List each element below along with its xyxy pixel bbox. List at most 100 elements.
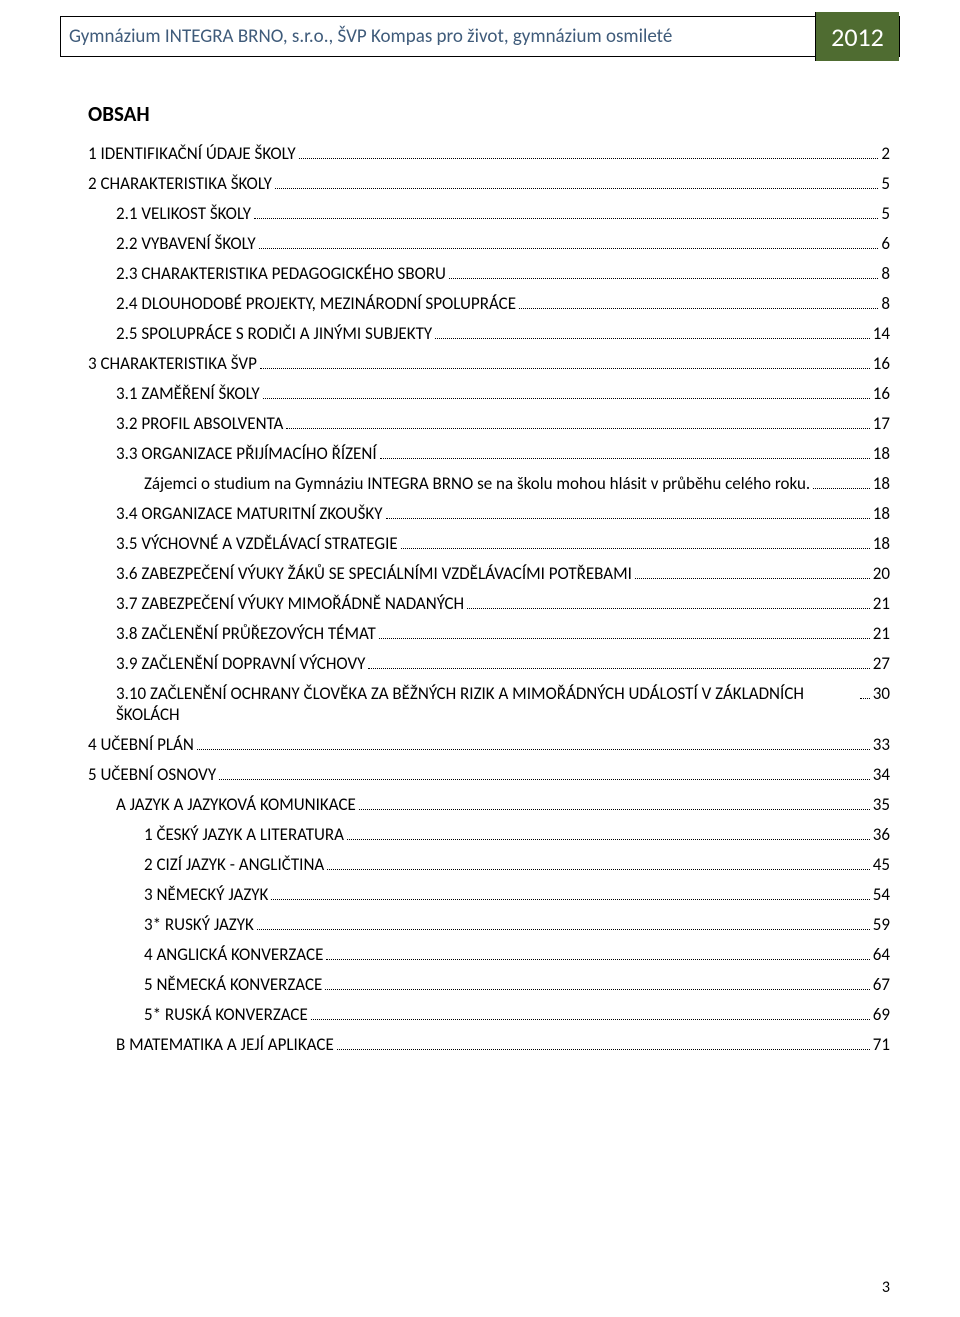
toc-entry: 5* RUSKÁ KONVERZACE69 bbox=[88, 1004, 890, 1025]
toc-entry: 2.5 SPOLUPRÁCE S RODIČI A JINÝMI SUBJEKT… bbox=[88, 323, 890, 344]
toc-entry: 3.4 ORGANIZACE MATURITNÍ ZKOUŠKY 18 bbox=[88, 503, 890, 524]
toc-entry-page: 67 bbox=[873, 974, 890, 995]
toc-entry: 1 IDENTIFIKAČNÍ ÚDAJE ŠKOLY 2 bbox=[88, 143, 890, 164]
toc-entry-page: 71 bbox=[873, 1034, 890, 1055]
toc-entry-page: 17 bbox=[873, 413, 890, 434]
toc-entry: 2.2 VYBAVENÍ ŠKOLY6 bbox=[88, 233, 890, 254]
toc-entry-label: 2.3 CHARAKTERISTIKA PEDAGOGICKÉHO SBORU bbox=[116, 263, 446, 284]
toc-entry-page: 34 bbox=[873, 764, 890, 785]
toc-entry-label: 3.8 ZAČLENĚNÍ PRŮŘEZOVÝCH TÉMAT bbox=[116, 623, 376, 644]
toc-entry-label: B MATEMATIKA A JEJÍ APLIKACE bbox=[116, 1034, 334, 1055]
toc-entry-label: 1 ČESKÝ JAZYK A LITERATURA bbox=[144, 824, 344, 845]
toc-entry: 1 ČESKÝ JAZYK A LITERATURA 36 bbox=[88, 824, 890, 845]
toc-entry-label: 3.10 ZAČLENĚNÍ OCHRANY ČLOVĚKA ZA BĚŽNÝC… bbox=[116, 683, 857, 725]
toc-leader-dots bbox=[327, 869, 870, 870]
toc-entry-label: A JAZYK A JAZYKOVÁ KOMUNIKACE bbox=[116, 794, 356, 815]
toc-entry: 3 NĚMECKÝ JAZYK54 bbox=[88, 884, 890, 905]
toc-entry-label: 2.1 VELIKOST ŠKOLY bbox=[116, 203, 251, 224]
toc-entry-page: 18 bbox=[873, 503, 890, 524]
page-number: 3 bbox=[882, 1278, 890, 1297]
toc-entry: 4 ANGLICKÁ KONVERZACE 64 bbox=[88, 944, 890, 965]
toc-entry-page: 5 bbox=[881, 203, 890, 224]
toc-leader-dots bbox=[271, 899, 869, 900]
toc-entry: 3.9 ZAČLENĚNÍ DOPRAVNÍ VÝCHOVY27 bbox=[88, 653, 890, 674]
toc-entry-page: 54 bbox=[873, 884, 890, 905]
toc-leader-dots bbox=[299, 158, 879, 159]
toc-entry-page: 2 bbox=[881, 143, 890, 164]
toc-leader-dots bbox=[359, 809, 870, 810]
toc-leader-dots bbox=[325, 989, 869, 990]
toc-leader-dots bbox=[219, 779, 870, 780]
toc-entry-label: 3.6 ZABEZPEČENÍ VÝUKY ŽÁKŮ SE SPECIÁLNÍM… bbox=[116, 563, 632, 584]
toc-entry: 2 CIZÍ JAZYK - ANGLIČTINA45 bbox=[88, 854, 890, 875]
toc-leader-dots bbox=[635, 578, 870, 579]
toc-entry: 5 NĚMECKÁ KONVERZACE 67 bbox=[88, 974, 890, 995]
toc-leader-dots bbox=[449, 278, 878, 279]
toc-entry-page: 20 bbox=[873, 563, 890, 584]
toc-entry-page: 16 bbox=[873, 383, 890, 404]
toc-entry: 3.2 PROFIL ABSOLVENTA 17 bbox=[88, 413, 890, 434]
toc-entry-page: 35 bbox=[873, 794, 890, 815]
toc-entry-page: 18 bbox=[873, 533, 890, 554]
toc-entry-page: 27 bbox=[873, 653, 890, 674]
toc-leader-dots bbox=[311, 1019, 870, 1020]
table-of-contents: 1 IDENTIFIKAČNÍ ÚDAJE ŠKOLY 2 2 CHARAKTERI… bbox=[88, 143, 890, 1055]
toc-leader-dots bbox=[379, 638, 870, 639]
toc-leader-dots bbox=[257, 929, 870, 930]
toc-entry: 3.5 VÝCHOVNÉ A VZDĚLÁVACÍ STRATEGIE 18 bbox=[88, 533, 890, 554]
toc-entry: 2.3 CHARAKTERISTIKA PEDAGOGICKÉHO SBORU 8 bbox=[88, 263, 890, 284]
contents-heading: OBSAH bbox=[88, 101, 900, 127]
toc-entry-page: 8 bbox=[881, 293, 890, 314]
toc-entry-page: 33 bbox=[873, 734, 890, 755]
toc-entry-page: 21 bbox=[873, 623, 890, 644]
toc-leader-dots bbox=[326, 959, 869, 960]
toc-leader-dots bbox=[435, 338, 870, 339]
toc-leader-dots bbox=[380, 458, 870, 459]
document-page: Gymnázium INTEGRA BRNO, s.r.o., ŠVP Komp… bbox=[0, 0, 960, 1317]
toc-leader-dots bbox=[519, 308, 878, 309]
toc-entry-page: 30 bbox=[873, 683, 890, 704]
toc-entry-page: 14 bbox=[873, 323, 890, 344]
toc-entry: 3* RUSKÝ JAZYK59 bbox=[88, 914, 890, 935]
toc-leader-dots bbox=[254, 218, 878, 219]
toc-entry-page: 21 bbox=[873, 593, 890, 614]
toc-entry-page: 36 bbox=[873, 824, 890, 845]
toc-entry: 2.4 DLOUHODOBÉ PROJEKTY, MEZINÁRODNÍ SPO… bbox=[88, 293, 890, 314]
toc-entry-label: Zájemci o studium na Gymnáziu INTEGRA BR… bbox=[144, 473, 810, 494]
toc-entry-label: 3.4 ORGANIZACE MATURITNÍ ZKOUŠKY bbox=[116, 503, 383, 524]
toc-leader-dots bbox=[275, 188, 879, 189]
toc-leader-dots bbox=[337, 1049, 870, 1050]
toc-entry-label: 5 NĚMECKÁ KONVERZACE bbox=[144, 974, 322, 995]
toc-entry-page: 45 bbox=[873, 854, 890, 875]
toc-leader-dots bbox=[813, 488, 870, 489]
toc-entry: B MATEMATIKA A JEJÍ APLIKACE 71 bbox=[88, 1034, 890, 1055]
toc-leader-dots bbox=[860, 698, 870, 699]
toc-entry-label: 1 IDENTIFIKAČNÍ ÚDAJE ŠKOLY bbox=[88, 143, 296, 164]
toc-entry-label: 4 ANGLICKÁ KONVERZACE bbox=[144, 944, 323, 965]
toc-entry-page: 6 bbox=[881, 233, 890, 254]
toc-leader-dots bbox=[467, 608, 870, 609]
toc-entry-page: 64 bbox=[873, 944, 890, 965]
toc-entry-page: 18 bbox=[873, 473, 890, 494]
toc-entry-label: 5 UČEBNÍ OSNOVY bbox=[88, 764, 216, 785]
toc-entry-page: 18 bbox=[873, 443, 890, 464]
toc-entry-label: 2 CHARAKTERISTIKA ŠKOLY bbox=[88, 173, 272, 194]
toc-leader-dots bbox=[260, 368, 870, 369]
header-year: 2012 bbox=[815, 12, 899, 61]
toc-entry-label: 3.2 PROFIL ABSOLVENTA bbox=[116, 413, 283, 434]
toc-leader-dots bbox=[401, 548, 870, 549]
toc-leader-dots bbox=[197, 749, 870, 750]
toc-entry-label: 3.3 ORGANIZACE PŘIJÍMACÍHO ŘÍZENÍ bbox=[116, 443, 377, 464]
toc-leader-dots bbox=[259, 248, 879, 249]
toc-entry: 3.7 ZABEZPEČENÍ VÝUKY MIMOŘÁDNĚ NADANÝCH… bbox=[88, 593, 890, 614]
toc-entry-label: 3.5 VÝCHOVNÉ A VZDĚLÁVACÍ STRATEGIE bbox=[116, 533, 398, 554]
toc-leader-dots bbox=[347, 839, 870, 840]
toc-entry: 3.10 ZAČLENĚNÍ OCHRANY ČLOVĚKA ZA BĚŽNÝC… bbox=[88, 683, 890, 725]
toc-entry: 2 CHARAKTERISTIKA ŠKOLY5 bbox=[88, 173, 890, 194]
toc-entry-label: 3 CHARAKTERISTIKA ŠVP bbox=[88, 353, 257, 374]
toc-entry-label: 3.1 ZAMĚŘENÍ ŠKOLY bbox=[116, 383, 260, 404]
toc-leader-dots bbox=[263, 398, 870, 399]
toc-entry-page: 8 bbox=[881, 263, 890, 284]
toc-entry: 3.1 ZAMĚŘENÍ ŠKOLY 16 bbox=[88, 383, 890, 404]
toc-entry: A JAZYK A JAZYKOVÁ KOMUNIKACE 35 bbox=[88, 794, 890, 815]
